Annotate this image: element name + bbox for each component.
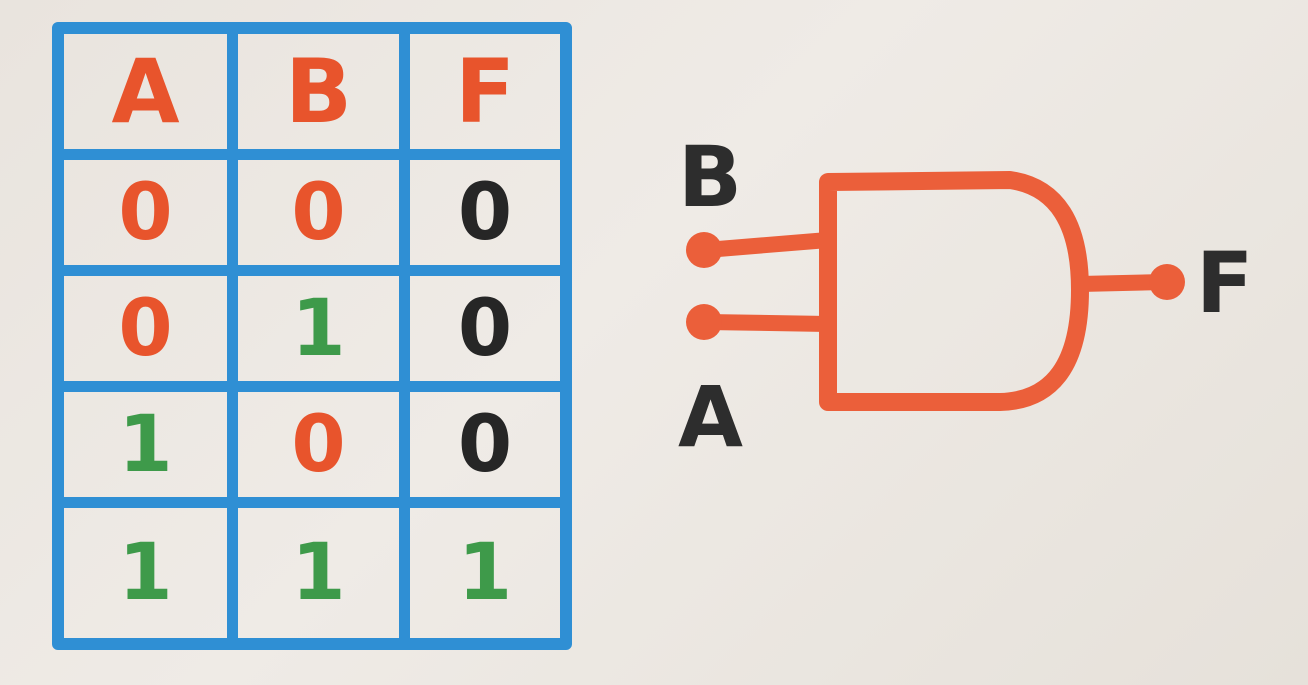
- wire-input-a: [698, 314, 836, 332]
- table-cell-r4-b: 1: [238, 508, 410, 638]
- header-f: F: [410, 34, 560, 160]
- table-cell-r4-a: 1: [64, 508, 238, 638]
- table-cell-r3-a: 1: [64, 392, 238, 508]
- terminal-input-b: [686, 232, 722, 268]
- and-gate-body: [819, 171, 1089, 411]
- table-cell-r3-b: 0: [238, 392, 410, 508]
- table-cell-r4-f: 1: [457, 528, 513, 618]
- table-cell-r2-a: 0: [64, 276, 238, 392]
- label-input-b: B: [678, 128, 742, 226]
- terminal-input-a: [686, 304, 722, 340]
- table-cell-r3-f: 0: [410, 392, 560, 508]
- table-cell-r2-b: 1: [238, 276, 410, 392]
- table-cell-r2-f: 0: [410, 276, 560, 392]
- header-a: A: [64, 34, 238, 160]
- wire-input-b: [698, 232, 836, 258]
- table-cell-r1-a: 0: [64, 160, 238, 276]
- truth-table: A B F 0 0 0 0 1 0 1 0 0 1 1 1: [52, 22, 572, 650]
- terminal-output-f: [1149, 264, 1185, 300]
- label-output-f: F: [1196, 234, 1253, 332]
- table-cell-r1-b: 0: [238, 160, 410, 276]
- and-gate-diagram: B A F: [678, 128, 1253, 466]
- header-b: B: [238, 34, 410, 160]
- label-input-a: A: [678, 368, 743, 466]
- table-cell-r1-f: 0: [410, 160, 560, 276]
